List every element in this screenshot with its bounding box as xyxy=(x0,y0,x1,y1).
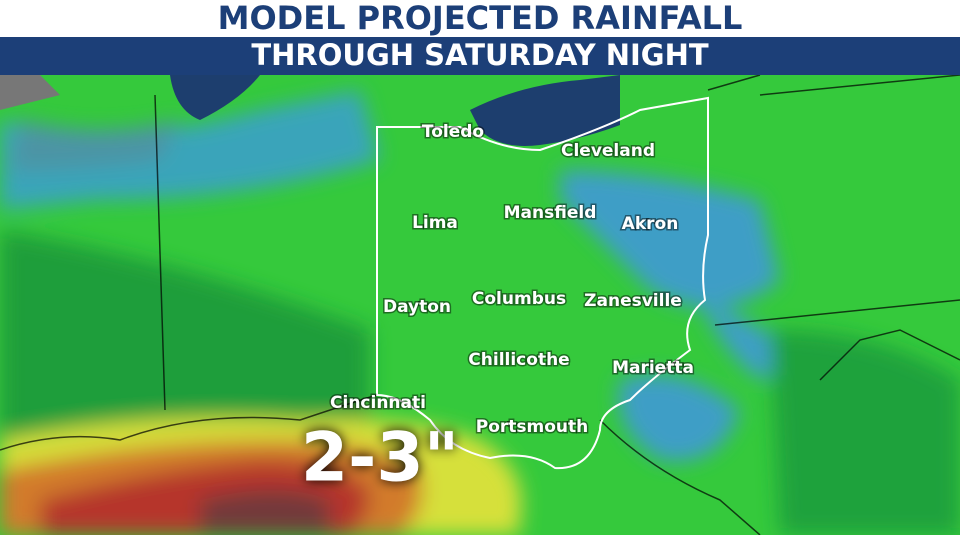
state-borders xyxy=(0,74,960,535)
title-band xyxy=(0,0,960,37)
annotation-glow: 2-3" xyxy=(301,419,459,498)
city-label: Cleveland xyxy=(561,141,655,161)
city-label: Columbus xyxy=(472,289,566,309)
city-label: Marietta xyxy=(612,358,694,378)
city-label: Portsmouth xyxy=(476,417,589,437)
title: MODEL PROJECTED RAINFALL xyxy=(218,0,743,37)
city-label: Chillicothe xyxy=(468,350,569,370)
city-label: Zanesville xyxy=(584,291,682,311)
city-label: Lima xyxy=(412,213,458,233)
city-label: Toledo xyxy=(422,122,484,142)
city-label: Mansfield xyxy=(504,203,597,223)
subtitle-band xyxy=(0,37,960,75)
city-label: Cincinnati xyxy=(330,393,426,413)
city-labels: Toledo Cleveland Lima Mansfield Akron Dayton C… xyxy=(329,121,696,439)
city-label: Dayton xyxy=(383,297,451,317)
subtitle: THROUGH SATURDAY NIGHT xyxy=(251,38,708,72)
map-background xyxy=(0,75,960,535)
rainfall-annotation: 2-3" xyxy=(301,419,459,498)
city-label: Akron xyxy=(622,214,679,234)
ohio-border xyxy=(376,96,709,470)
